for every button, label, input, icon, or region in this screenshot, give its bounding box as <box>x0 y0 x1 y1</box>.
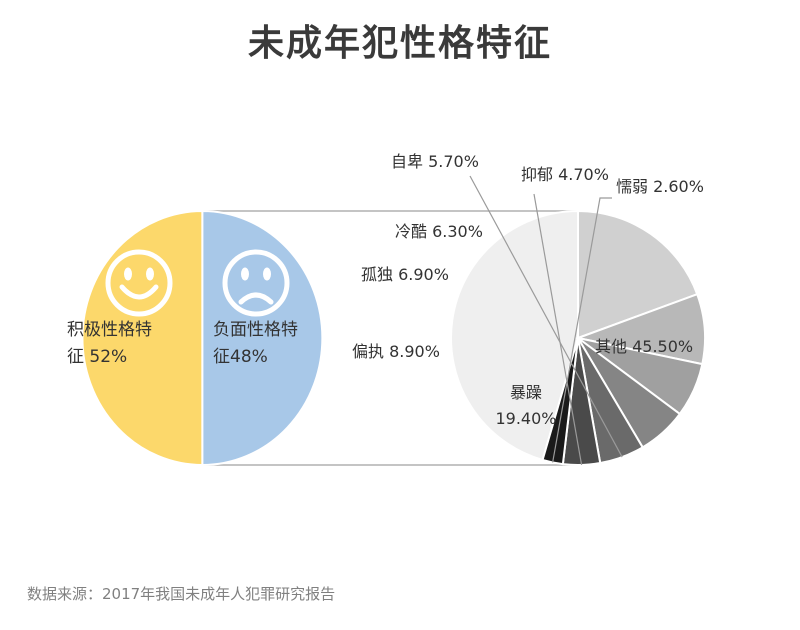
chart-title: 未成年犯性格特征 <box>247 23 552 64</box>
smiley-face-icon <box>105 249 173 317</box>
label-negative: 负面性格特征48% <box>213 320 298 367</box>
label-slice-2: 偏执 8.90% <box>352 342 440 361</box>
label-slice-4: 冷酷 6.30% <box>395 222 483 241</box>
leader-line-6 <box>533 193 583 466</box>
label-slice-1: 暴躁 19.40% <box>495 383 556 428</box>
slice-labels: 积极性格特征 52% 负面性格特征48% 其他 45.50% 暴躁 19.40% 偏执 8… <box>67 152 704 466</box>
label-slice-0: 其他 45.50% <box>595 337 693 356</box>
slice-positive <box>81 209 204 467</box>
slice-0 <box>450 209 579 462</box>
label-slice-5: 自卑 5.70% <box>391 152 479 171</box>
leader-line-5 <box>469 175 623 458</box>
slice-1 <box>577 209 699 340</box>
label-slice-6: 抑郁 4.70% <box>521 165 609 184</box>
character-pie <box>81 209 324 467</box>
label-slice-7: 懦弱 2.60% <box>616 177 704 196</box>
label-positive: 积极性格特征 52% <box>67 320 152 367</box>
pie-connectors <box>202 210 578 466</box>
leader-line-7 <box>552 197 612 463</box>
label-slice-3: 孤独 6.90% <box>361 265 449 284</box>
slice-negative <box>201 209 324 467</box>
source-note: 数据来源：2017年我国未成年人犯罪研究报告 <box>27 585 336 603</box>
sad-face-icon <box>222 249 290 317</box>
